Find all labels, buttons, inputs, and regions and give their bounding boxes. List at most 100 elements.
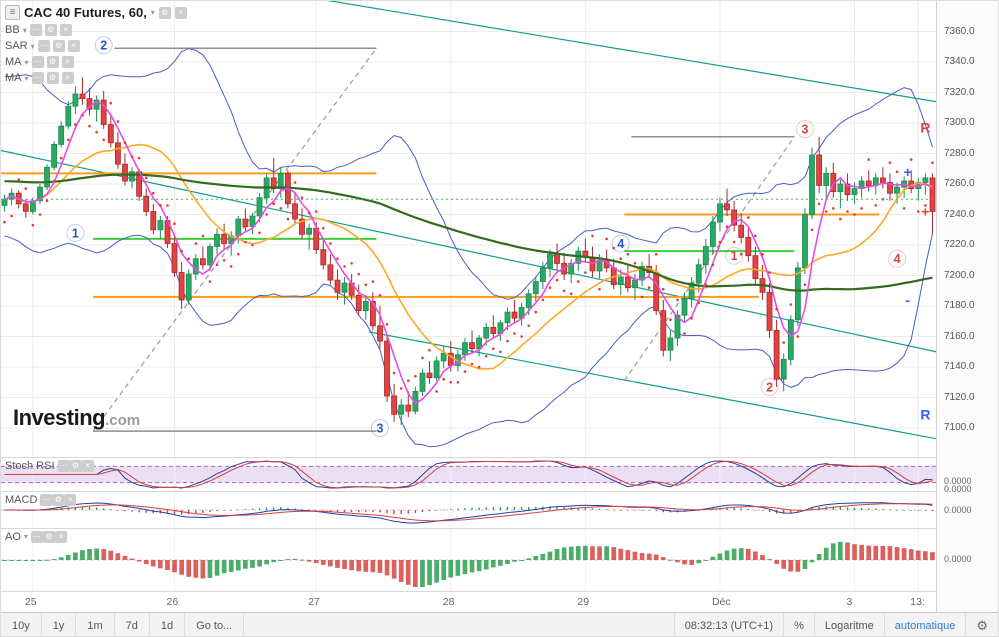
svg-text:R: R [920, 120, 930, 136]
indicator-legend-rows: BB ▾ ⋯ ⚙ × SAR ▾ ⋯ ⚙ × MA ▾ ⋯ ⚙ × MA ▾ ⋯ ⚙ × [5, 24, 187, 84]
time-axis-label: 28 [442, 596, 455, 608]
price-axis-label: 7340.0 [944, 56, 975, 67]
ao-label[interactable]: AO [5, 530, 21, 543]
price-pane[interactable]: 2 1 3 4 3 2 1 4 R + + - R ≡ CAC 40 Futures, 60, ▾ ⚙ … [1, 1, 936, 457]
stoch-close-icon[interactable]: × [81, 460, 94, 472]
chevron-down-icon[interactable]: ▾ [22, 25, 27, 35]
indicator-axis-label: 0.0000 [944, 505, 972, 515]
title-close-icon[interactable]: × [174, 6, 187, 19]
svg-text:1: 1 [72, 226, 79, 240]
watermark-suffix: .com [105, 412, 141, 429]
indicator-axis-label: 0.0000 [944, 554, 972, 564]
log-scale-button[interactable]: Logaritme [813, 613, 884, 636]
price-axis-label: 7280.0 [944, 147, 975, 159]
bb0-close-icon[interactable]: × [59, 24, 72, 36]
indicator-row-ma-3[interactable]: MA ▾ ⋯ ⚙ × [5, 72, 187, 84]
svg-text:3: 3 [376, 422, 383, 436]
indicator-row-bb-0[interactable]: BB ▾ ⋯ ⚙ × [5, 24, 187, 36]
ao-more-icon[interactable]: ⋯ [30, 531, 43, 543]
time-axis[interactable]: 25 26 27 28 29 Déc 3 13: [1, 591, 936, 612]
toolbar-right: 08:32:13 (UTC+1) % Logaritme automatique… [673, 613, 998, 636]
price-axis[interactable]: 7360.0 7340.0 7320.0 7300.0 7280.0 7260.0 7240… [936, 1, 998, 612]
macd-canvas[interactable] [1, 492, 936, 528]
auto-scale-button[interactable]: automatique [883, 613, 966, 636]
sar1-settings-icon[interactable]: ⚙ [52, 40, 65, 52]
ao-chevron-down-icon[interactable]: ▾ [23, 532, 28, 541]
chevron-down-icon[interactable]: ▾ [150, 8, 155, 17]
pane-divider [1, 528, 936, 529]
range-buttons: 10y 1y 1m 7d 1d Go to... [1, 613, 245, 636]
pane-divider [1, 457, 936, 458]
indicator-row-ma-2[interactable]: MA ▾ ⋯ ⚙ × [5, 56, 187, 68]
range-button-1m[interactable]: 1m [76, 613, 115, 636]
toolbar-spacer [244, 613, 674, 636]
gear-icon: ⚙ [976, 617, 988, 633]
time-axis-label: 29 [577, 596, 590, 608]
price-axis-label: 7100.0 [944, 422, 975, 434]
macd-settings-icon[interactable]: ⚙ [52, 494, 65, 506]
stoch-rsi-header: Stoch RSI ⋯ ⚙ × [5, 459, 94, 472]
chart-title[interactable]: CAC 40 Futures, 60, [24, 5, 147, 20]
macd-label[interactable]: MACD [5, 493, 38, 506]
indicator-label: BB [5, 24, 20, 36]
range-button-10y[interactable]: 10y [1, 613, 42, 636]
stoch-settings-icon[interactable]: ⚙ [69, 460, 82, 472]
indicator-axis-label: 0.0000 [944, 484, 972, 494]
time-axis-label: 26 [166, 596, 179, 608]
stoch-rsi-label[interactable]: Stoch RSI [5, 459, 55, 472]
stoch-more-icon[interactable]: ⋯ [57, 460, 70, 472]
chevron-down-icon[interactable]: ▾ [24, 57, 29, 67]
bb0-settings-icon[interactable]: ⚙ [44, 24, 57, 36]
indicator-label: SAR [5, 40, 28, 52]
stoch-rsi-canvas[interactable] [1, 458, 936, 491]
price-axis-label: 7120.0 [944, 391, 975, 403]
menu-icon[interactable]: ≡ [5, 5, 20, 20]
range-button-7d[interactable]: 7d [114, 613, 150, 636]
range-button-1y[interactable]: 1y [41, 613, 77, 636]
ma3-close-icon[interactable]: × [61, 72, 74, 84]
ma2-close-icon[interactable]: × [61, 56, 74, 68]
chart-title-row: ≡ CAC 40 Futures, 60, ▾ ⚙ × [5, 5, 187, 20]
indicator-label: MA [5, 72, 22, 84]
svg-text:+: + [904, 164, 912, 180]
ao-pane[interactable]: AO ▾ ⋯ ⚙ × [1, 529, 936, 591]
ao-settings-icon[interactable]: ⚙ [42, 531, 55, 543]
range-button-1d[interactable]: 1d [149, 613, 186, 636]
ma2-more-icon[interactable]: ⋯ [31, 56, 44, 68]
time-axis-label: 27 [308, 596, 320, 608]
sar1-more-icon[interactable]: ⋯ [37, 40, 50, 52]
ma3-settings-icon[interactable]: ⚙ [46, 72, 59, 84]
main-row: 2 1 3 4 3 2 1 4 R + + - R ≡ CAC 40 Futures, 60, ▾ ⚙ … [1, 1, 998, 612]
ao-close-icon[interactable]: × [54, 531, 67, 543]
stoch-rsi-pane[interactable]: Stoch RSI ⋯ ⚙ × [1, 458, 936, 491]
price-axis-label: 7300.0 [944, 117, 975, 128]
settings-gear-button[interactable]: ⚙ [965, 613, 998, 636]
price-chart-canvas[interactable]: 2 1 3 4 3 2 1 4 R + + - R [1, 1, 936, 457]
svg-text:+: + [921, 203, 929, 219]
ao-canvas[interactable] [1, 529, 936, 591]
macd-more-icon[interactable]: ⋯ [40, 494, 53, 506]
time-axis-label: 13: [910, 596, 925, 608]
watermark-brand: Investing [13, 405, 106, 430]
price-axis-label: 7240.0 [944, 208, 975, 220]
chevron-down-icon[interactable]: ▾ [30, 41, 35, 51]
chevron-down-icon[interactable]: ▾ [24, 73, 29, 83]
time-axis-label: 3 [846, 596, 853, 608]
title-settings-icon[interactable]: ⚙ [158, 6, 171, 19]
price-axis-label: 7220.0 [944, 239, 975, 250]
svg-text:2: 2 [100, 39, 107, 53]
ma2-settings-icon[interactable]: ⚙ [46, 56, 59, 68]
sar1-close-icon[interactable]: × [67, 40, 80, 52]
price-axis-label: 7320.0 [944, 86, 975, 98]
svg-text:3: 3 [801, 123, 808, 137]
goto-button[interactable]: Go to... [185, 613, 245, 636]
percent-scale-button[interactable]: % [783, 613, 814, 636]
macd-close-icon[interactable]: × [64, 494, 77, 506]
ma3-more-icon[interactable]: ⋯ [31, 72, 44, 84]
indicator-axis-label: 0.0000 [944, 476, 972, 486]
indicator-row-sar-1[interactable]: SAR ▾ ⋯ ⚙ × [5, 40, 187, 52]
bb0-more-icon[interactable]: ⋯ [29, 24, 42, 36]
macd-pane[interactable]: MACD ⋯ ⚙ × [1, 492, 936, 528]
svg-text:4: 4 [617, 237, 624, 251]
